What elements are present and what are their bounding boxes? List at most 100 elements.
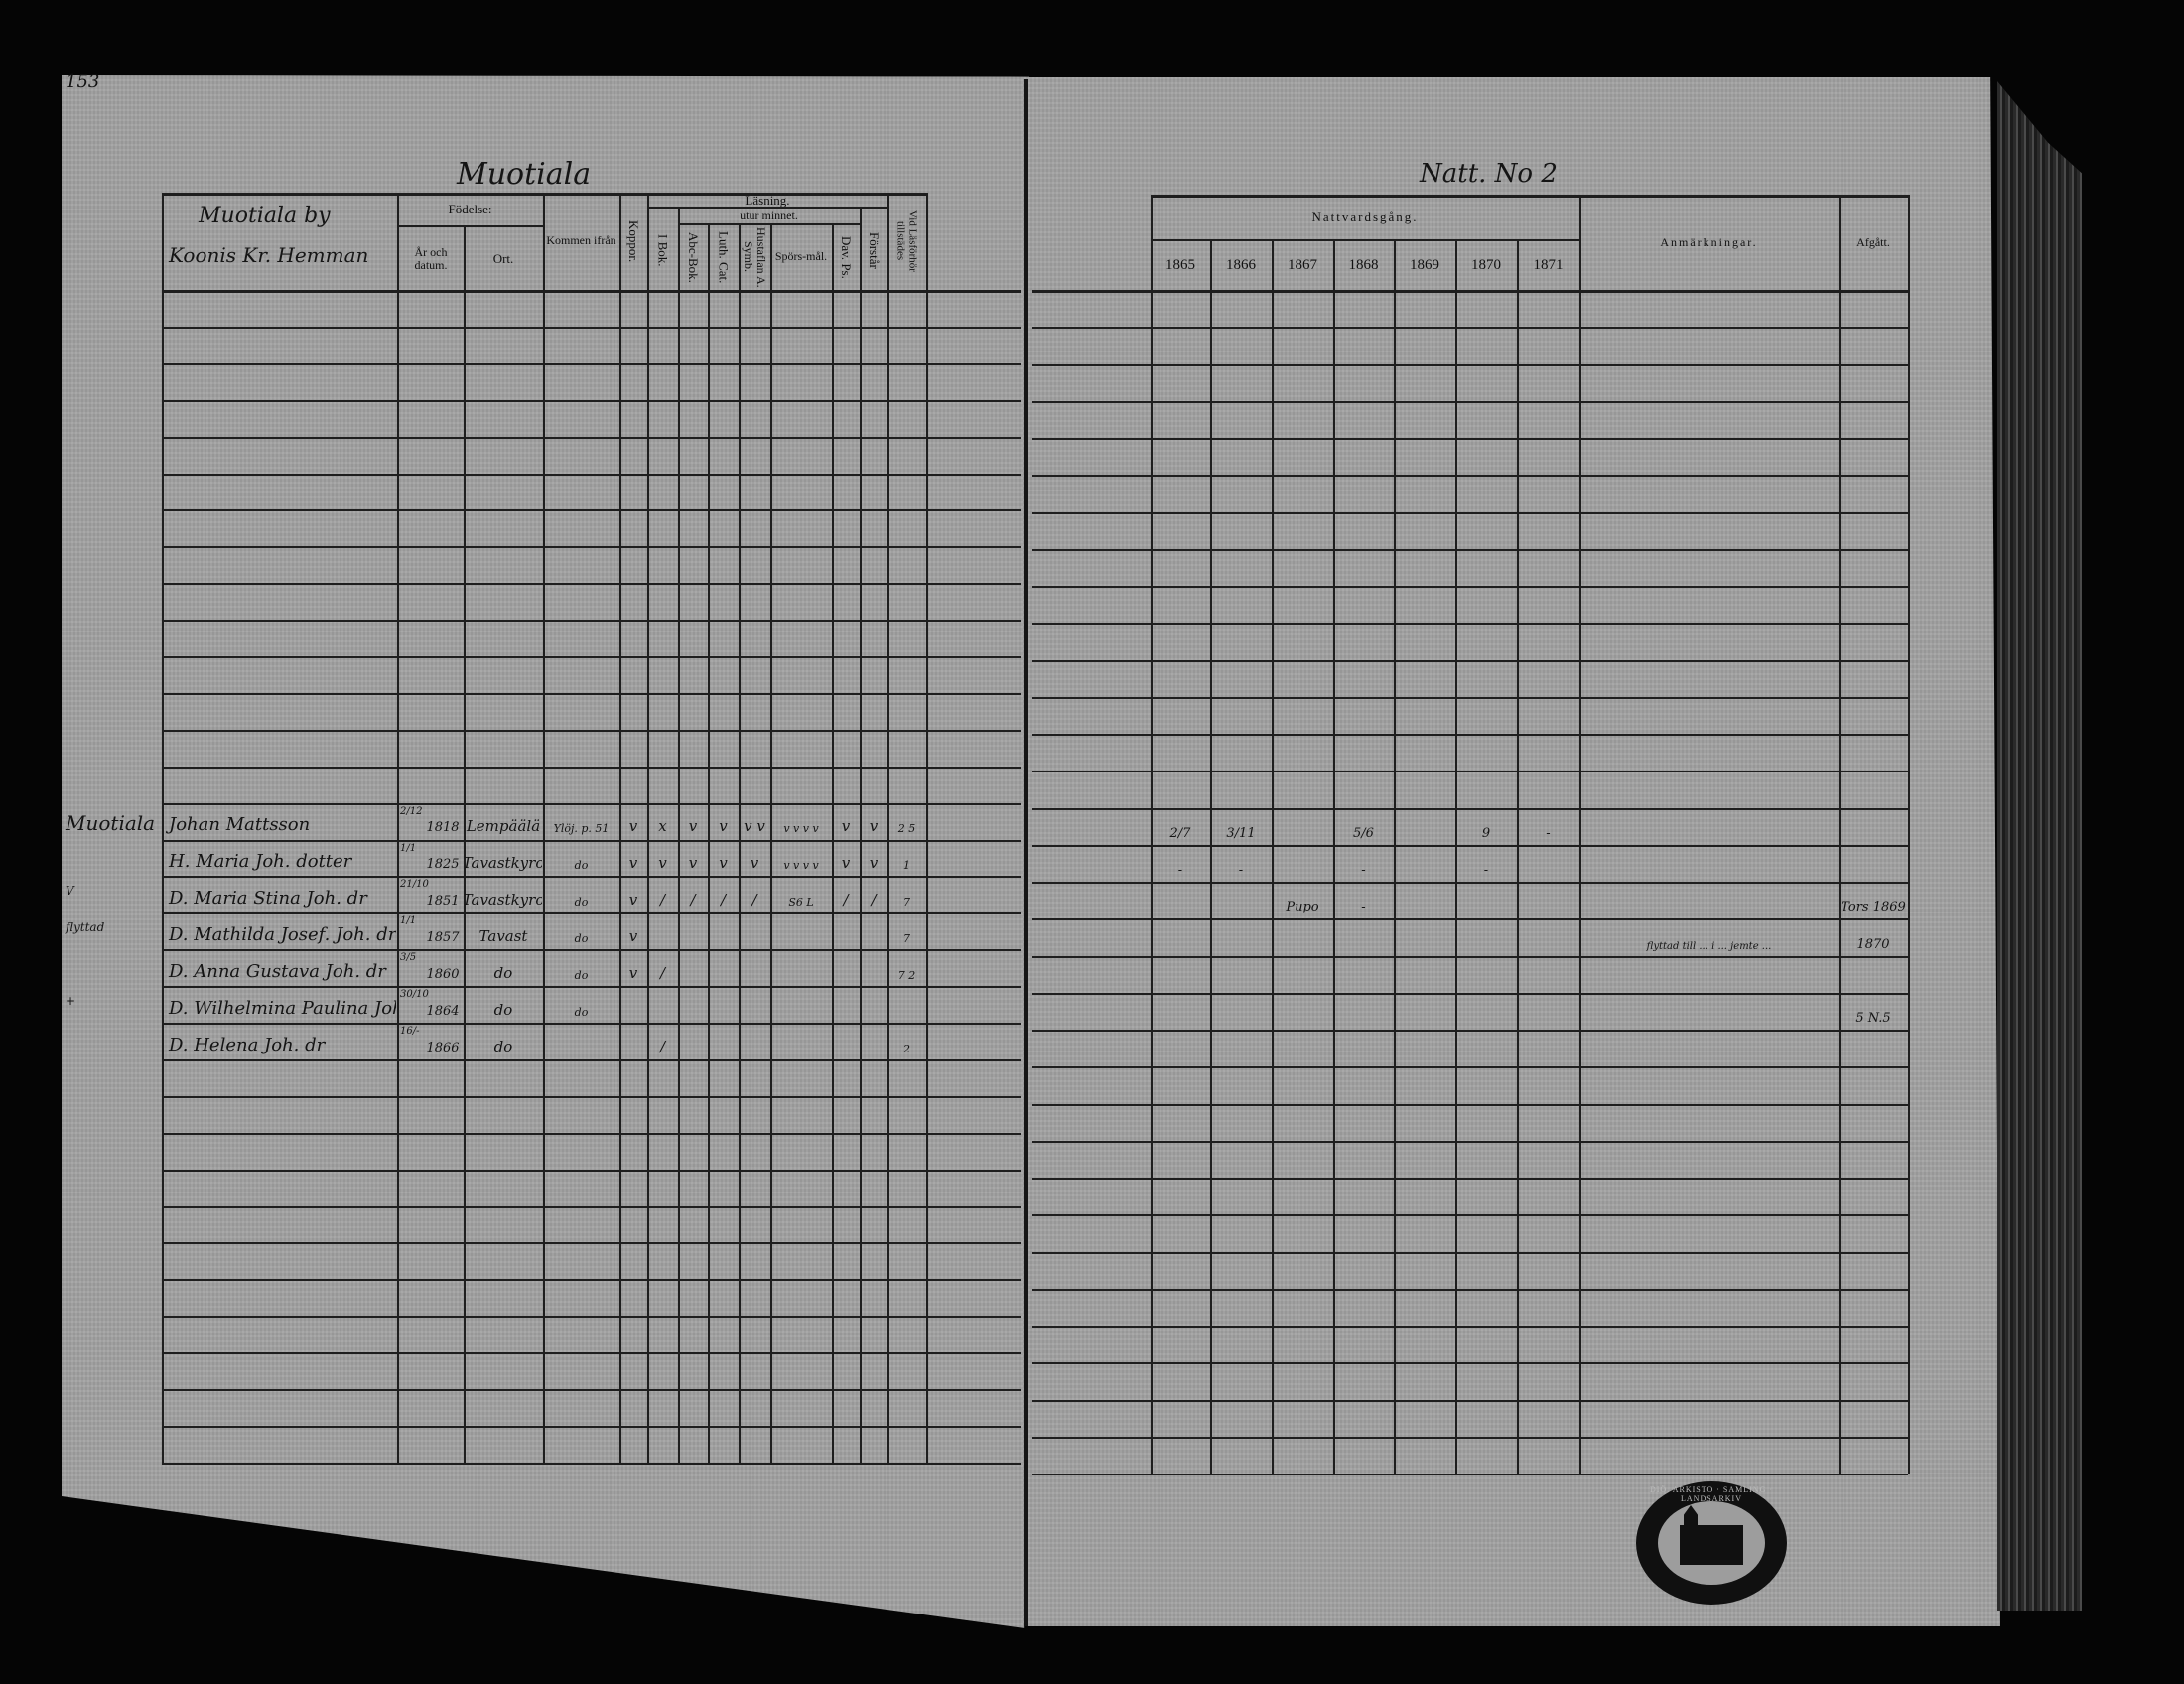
cell-luth <box>709 1023 738 1059</box>
cell-hust <box>740 1023 769 1059</box>
cell-departed: Tors 1869 <box>1841 900 1906 915</box>
header-in-book: I Bok. <box>655 233 671 267</box>
cell-remarks <box>1583 882 1835 918</box>
cell-koppor <box>620 1023 646 1059</box>
header-abc-book: Abc-Bok. <box>686 231 702 283</box>
cell-communion <box>1395 808 1454 845</box>
row-margin-note: V <box>66 884 74 899</box>
cell-spors: S6 L <box>788 896 814 910</box>
cell-forstar <box>861 1023 887 1059</box>
cell-birth-day: 2/12 <box>400 805 423 817</box>
right-row-rule <box>1032 918 1908 921</box>
cell-from: do <box>574 932 589 946</box>
left-row-rule <box>162 1023 1021 1025</box>
right-row-rule <box>1032 623 1908 626</box>
left-row-rule <box>162 1132 1021 1135</box>
cell-remarks <box>1583 956 1835 993</box>
cell-remarks <box>1583 808 1835 845</box>
stamp-text: DIÖ. ARKISTO · SAMLING · LANDSARKIV <box>1649 1485 1774 1503</box>
header-birth-date: År och datum. <box>414 244 448 272</box>
left-row-rule <box>162 326 1021 329</box>
homestead-name: Koonis Kr. Hemman <box>169 243 369 267</box>
header-understands: Förstår <box>867 231 883 269</box>
cell-communion: - <box>1238 863 1244 878</box>
cell-communion <box>1395 993 1454 1030</box>
cell-name: D. Anna Gustava Joh. dr <box>169 961 386 983</box>
cell-dav: v <box>841 817 851 836</box>
cell-remarks: flyttad till ... i ... jemte ... <box>1646 940 1772 952</box>
cell-hust: v <box>750 854 759 873</box>
header-birth-place: Ort. <box>492 250 514 266</box>
header-communion: Nattvardsgång. <box>1311 209 1419 224</box>
cell-departed <box>1840 1030 1907 1066</box>
page-number: 153 <box>66 71 100 92</box>
cell-departed: 5 N.5 <box>1855 1011 1891 1026</box>
left-row-rule <box>162 1425 1021 1428</box>
cell-birth-year: 1864 <box>426 1003 460 1019</box>
header-year: 1865 <box>1165 256 1195 273</box>
right-row-rule <box>1032 1288 1908 1291</box>
left-row-rule <box>162 729 1021 732</box>
left-row-rule <box>162 656 1021 658</box>
left-row-rule <box>162 1169 1021 1172</box>
header-year: 1871 <box>1533 256 1564 273</box>
right-row-rule <box>1032 992 1908 995</box>
cell-communion <box>1518 882 1578 918</box>
cell-spors <box>771 1023 831 1059</box>
left-row-rule <box>162 986 1021 989</box>
left-column-rule <box>647 193 649 1463</box>
cell-communion: 5/6 <box>1353 825 1374 841</box>
cell-name: D. Maria Stina Joh. dr <box>169 888 367 910</box>
cell-communion <box>1273 845 1332 882</box>
cell-communion <box>1395 882 1454 918</box>
cell-abc <box>679 912 707 949</box>
right-row-rule <box>1032 1362 1908 1365</box>
cell-communion <box>1395 956 1454 993</box>
cell-birth-place: Tavast <box>478 927 528 946</box>
header-came-from: Kommen ifrån <box>546 233 616 248</box>
cell-present <box>888 986 925 1023</box>
right-page <box>1023 77 2000 1626</box>
left-row-rule <box>162 620 1021 623</box>
left-row-rule <box>162 1316 1021 1319</box>
left-column-rule <box>397 193 399 1463</box>
cell-communion: - <box>1483 863 1489 878</box>
right-row-rule <box>1032 1436 1908 1439</box>
left-column-rule <box>832 223 834 1463</box>
cell-communion <box>1211 882 1271 918</box>
cell-communion <box>1395 1030 1454 1066</box>
left-column-rule <box>926 193 928 1463</box>
cell-communion <box>1273 808 1332 845</box>
header-year: 1870 <box>1471 256 1501 273</box>
header-departed: Afgått. <box>1856 235 1890 250</box>
cell-communion: 9 <box>1481 825 1491 841</box>
header-year: 1866 <box>1226 256 1256 273</box>
cell-forstar: v <box>869 817 879 836</box>
cell-i-bok: / <box>659 964 666 983</box>
cell-communion: - <box>1546 825 1551 841</box>
cell-communion <box>1273 918 1332 955</box>
cell-present: 1 <box>903 859 910 873</box>
left-row-rule <box>162 583 1021 586</box>
right-column-rule <box>1272 239 1274 1474</box>
by-heart-subrule <box>678 223 860 225</box>
cell-forstar: / <box>871 891 877 910</box>
cell-communion <box>1334 956 1393 993</box>
cell-koppor: v <box>628 927 638 946</box>
archive-stamp: DIÖ. ARKISTO · SAMLING · LANDSARKIV <box>1636 1481 1787 1605</box>
cell-communion <box>1456 882 1516 918</box>
cell-i-bok <box>648 986 677 1023</box>
header-questions: Spörs-mål. <box>774 249 828 264</box>
left-column-rule <box>464 225 466 1463</box>
cell-dav <box>833 949 859 986</box>
cell-abc: v <box>688 854 698 873</box>
cell-forstar: v <box>869 854 879 873</box>
cell-spors: v v v v <box>783 822 819 836</box>
cell-communion <box>1518 1030 1578 1066</box>
cell-present: 2 5 <box>897 822 916 836</box>
cell-communion: Pupo <box>1286 900 1319 915</box>
left-page-title: Muotiala <box>457 157 592 192</box>
cell-spors: v v v v <box>783 859 819 873</box>
cell-from: Ylöj. p. 51 <box>553 822 610 836</box>
reading-subrule <box>647 207 887 209</box>
